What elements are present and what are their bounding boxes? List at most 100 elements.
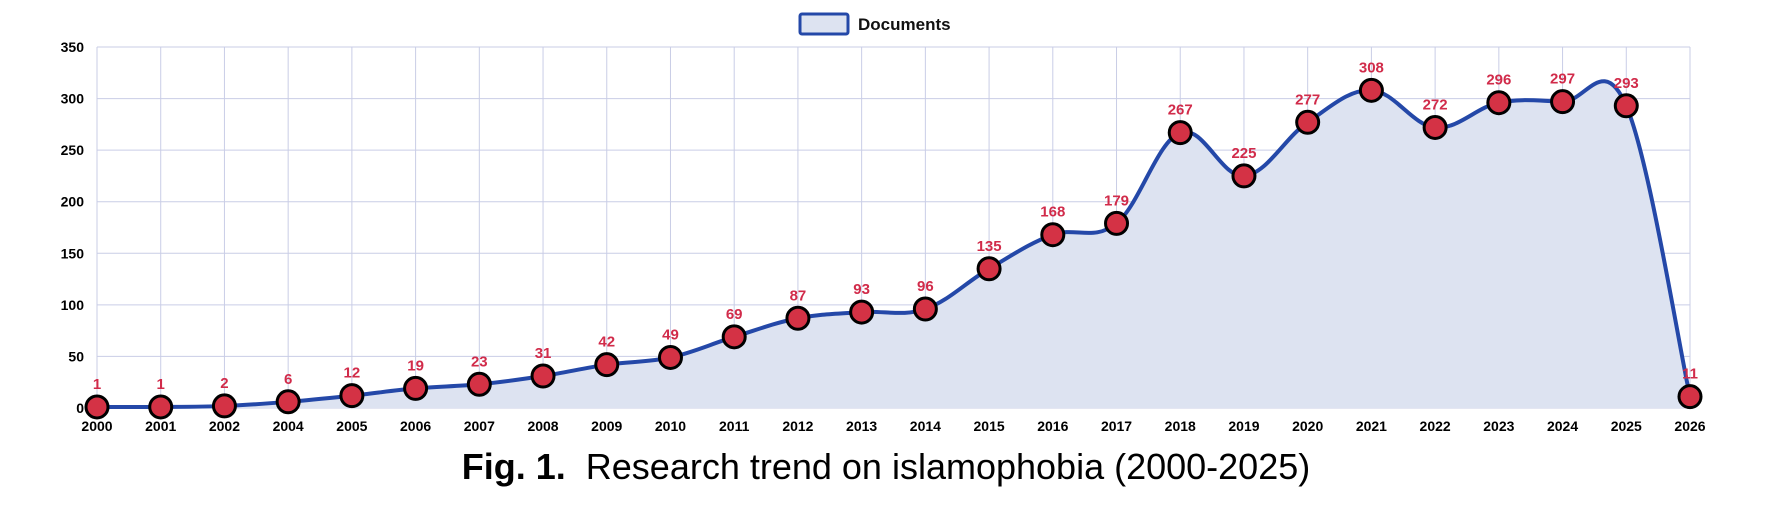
legend-label: Documents [858, 15, 951, 34]
data-point[interactable] [849, 299, 875, 325]
data-label: 308 [1359, 59, 1384, 76]
data-label: 93 [853, 281, 870, 298]
legend-swatch [798, 12, 850, 36]
y-tick-label: 200 [61, 194, 85, 210]
data-point[interactable] [657, 344, 683, 370]
y-tick-label: 250 [61, 142, 85, 158]
data-label: 267 [1168, 102, 1193, 119]
x-tick-label: 2011 [719, 418, 750, 434]
data-label: 69 [726, 306, 743, 323]
data-point[interactable] [148, 394, 174, 420]
data-label: 179 [1104, 192, 1129, 209]
y-tick-label: 350 [61, 39, 85, 55]
data-label: 87 [790, 287, 807, 304]
x-tick-label: 2026 [1674, 418, 1705, 434]
data-point[interactable] [1167, 120, 1193, 146]
x-tick-label: 2022 [1420, 418, 1451, 434]
data-point[interactable] [84, 394, 110, 420]
x-tick-label: 2018 [1165, 418, 1196, 434]
x-tick-label: 2001 [145, 418, 176, 434]
data-point[interactable] [275, 389, 301, 415]
x-tick-label: 2004 [273, 418, 304, 434]
data-label: 23 [471, 353, 488, 370]
data-label: 296 [1486, 72, 1511, 89]
area-fill [97, 81, 1690, 408]
x-tick-label: 2007 [464, 418, 495, 434]
x-tick-label: 2023 [1483, 418, 1514, 434]
data-point[interactable] [530, 363, 556, 389]
x-tick-label: 2019 [1228, 418, 1259, 434]
x-tick-label: 2000 [81, 418, 112, 434]
data-label: 6 [284, 371, 292, 388]
x-tick-label: 2020 [1292, 418, 1323, 434]
data-point[interactable] [1231, 163, 1257, 189]
data-label: 11 [1682, 366, 1698, 383]
data-label: 1 [157, 376, 165, 393]
x-tick-label: 2006 [400, 418, 431, 434]
data-label: 135 [977, 238, 1002, 255]
data-point[interactable] [1677, 384, 1703, 410]
data-point[interactable] [721, 324, 747, 350]
x-tick-label: 2009 [591, 418, 622, 434]
legend[interactable]: Documents [798, 12, 951, 36]
data-point[interactable] [1422, 114, 1448, 140]
data-label: 225 [1231, 145, 1256, 162]
data-label: 168 [1040, 204, 1065, 221]
x-tick-label: 2016 [1037, 418, 1068, 434]
x-tick-labels: 2000 2001 2002 2004 2005 2006 2007 2008 2009 2010… [81, 418, 1705, 434]
data-point[interactable] [976, 256, 1002, 282]
data-point[interactable] [912, 296, 938, 322]
data-label: 1 [93, 376, 101, 393]
markers [84, 77, 1703, 420]
data-label: 19 [407, 357, 424, 374]
y-tick-label: 100 [61, 297, 85, 313]
data-label: 297 [1550, 71, 1575, 88]
data-label: 277 [1295, 91, 1320, 108]
data-point[interactable] [785, 305, 811, 331]
data-point[interactable] [1040, 222, 1066, 248]
x-tick-label: 2008 [527, 418, 558, 434]
figure-caption-text: Research trend on islamophobia (2000-202… [585, 446, 1311, 487]
line-path [96, 79, 1692, 410]
x-tick-label: 2013 [846, 418, 877, 434]
data-label: 49 [662, 326, 679, 343]
x-tick-label: 2010 [655, 418, 686, 434]
data-point[interactable] [403, 375, 429, 401]
data-label: 96 [917, 278, 934, 295]
data-point[interactable] [594, 352, 620, 378]
figure-number: Fig. 1. [461, 446, 566, 487]
x-tick-label: 2024 [1547, 418, 1578, 434]
area-shape [97, 81, 1690, 408]
x-tick-label: 2015 [974, 418, 1005, 434]
data-point[interactable] [1550, 89, 1576, 115]
data-point[interactable] [1486, 90, 1512, 116]
y-tick-label: 0 [76, 400, 84, 416]
y-tick-label: 50 [68, 348, 84, 364]
figure-caption: Fig. 1. Research trend on islamophobia (… [0, 446, 1772, 488]
x-tick-label: 2021 [1356, 418, 1387, 434]
data-point[interactable] [339, 383, 365, 409]
data-point[interactable] [211, 393, 237, 419]
data-label: 42 [598, 334, 615, 351]
x-tick-label: 2005 [336, 418, 367, 434]
data-label: 12 [344, 365, 361, 382]
y-tick-label: 300 [61, 91, 85, 107]
data-point[interactable] [1358, 77, 1384, 103]
x-tick-label: 2012 [782, 418, 813, 434]
data-label: 2 [220, 375, 228, 392]
x-tick-label: 2002 [209, 418, 240, 434]
data-point[interactable] [466, 371, 492, 397]
data-label: 293 [1614, 75, 1639, 92]
data-point[interactable] [1104, 210, 1130, 236]
y-tick-labels: 0 50 100 150 200 250 300 350 [61, 39, 85, 416]
data-point[interactable] [1613, 93, 1639, 119]
series-line [96, 79, 1692, 410]
data-label: 272 [1423, 96, 1448, 113]
y-tick-label: 150 [61, 245, 85, 261]
x-tick-label: 2017 [1101, 418, 1132, 434]
x-tick-label: 2025 [1611, 418, 1642, 434]
data-point[interactable] [1295, 109, 1321, 135]
data-label: 31 [535, 345, 552, 362]
